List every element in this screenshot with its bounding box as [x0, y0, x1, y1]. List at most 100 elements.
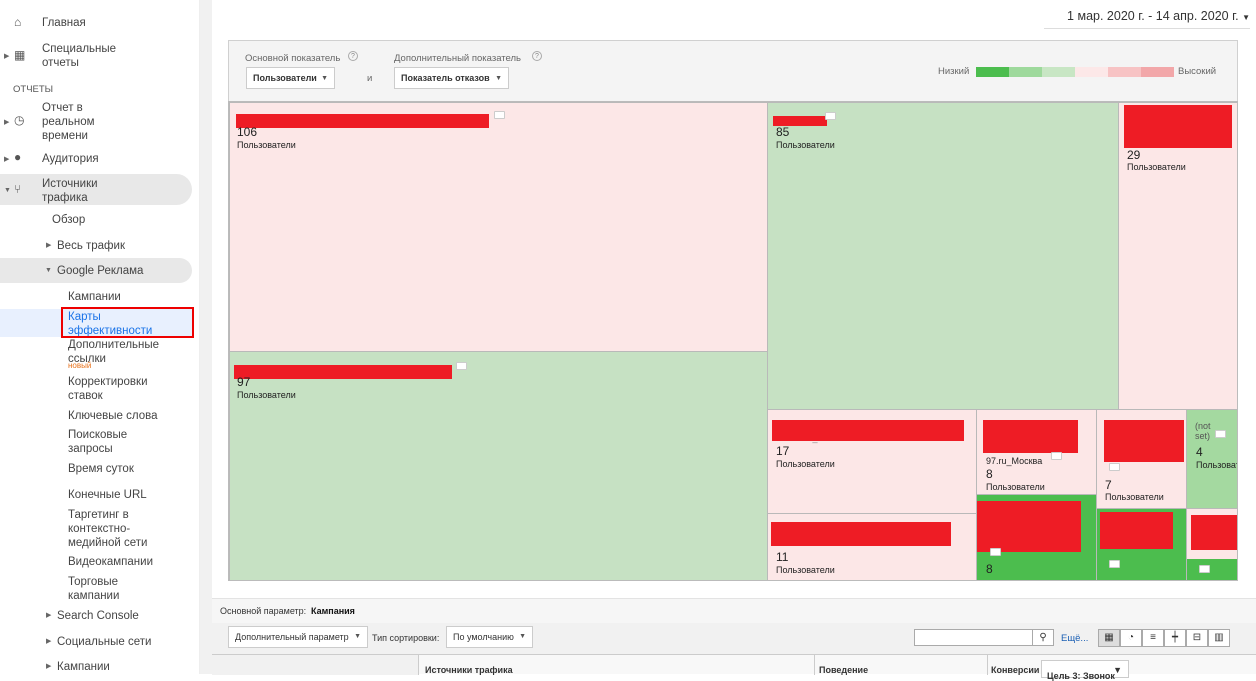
- redaction-block: [1104, 420, 1184, 462]
- sidebar-item-final-urls[interactable]: Конечные URL: [68, 489, 147, 501]
- annotation-icon[interactable]: [1109, 463, 1120, 471]
- expand-icon[interactable]: ▶: [46, 663, 52, 670]
- annotation-icon[interactable]: [1199, 565, 1210, 573]
- date-range-picker[interactable]: 1 мар. 2020 г. - 14 апр. 2020 г. ▼: [1067, 9, 1250, 23]
- sidebar-item-campaigns-root[interactable]: Кампании: [57, 661, 110, 673]
- sidebar-item-realtime[interactable]: Отчет в реальном времени: [42, 102, 95, 142]
- treemap-cell[interactable]: (not set) 4 Пользователи: [1186, 409, 1237, 509]
- sidebar-item-custom-reports[interactable]: Специальные отчеты: [42, 43, 117, 69]
- treemap-cell[interactable]: 97.ru_Москва 8 Пользователи: [976, 409, 1097, 495]
- sidebar-item-search-queries[interactable]: Поисковые запросы: [68, 429, 128, 455]
- sidebar-item-google-ads[interactable]: Google Реклама: [57, 265, 144, 277]
- treemap-cell[interactable]: 8: [976, 494, 1097, 580]
- help-icon[interactable]: ?: [532, 51, 542, 61]
- treemap-cell[interactable]: 11 Пользователи: [767, 513, 977, 580]
- col-behavior: Поведение: [819, 665, 869, 675]
- redaction-block: [1191, 515, 1237, 550]
- sidebar-item-all-traffic[interactable]: Весь трафик: [57, 240, 125, 252]
- sidebar-item-hour-of-day[interactable]: Время суток: [68, 463, 134, 475]
- sidebar-item-overview[interactable]: Обзор: [52, 214, 86, 226]
- sidebar-item-home[interactable]: Главная: [42, 17, 86, 29]
- sidebar-item-acquisition-bg: [0, 174, 192, 205]
- primary-metric-value: Пользователи: [253, 73, 317, 83]
- annotation-icon[interactable]: [1051, 452, 1062, 460]
- collapse-icon[interactable]: ▼: [45, 267, 52, 274]
- cell-metric: Пользователи: [986, 482, 1045, 492]
- annotation-icon[interactable]: [456, 362, 467, 370]
- sidebar-item-treemaps[interactable]: Карты эффективности: [68, 311, 153, 337]
- help-icon[interactable]: ?: [348, 51, 358, 61]
- expand-icon[interactable]: ▶: [4, 53, 10, 60]
- table-header: Источники трафика Поведение Конверсии Це…: [212, 654, 1256, 681]
- expand-icon[interactable]: ▶: [46, 638, 52, 645]
- annotation-icon[interactable]: [494, 111, 505, 119]
- new-badge: новый: [68, 361, 92, 370]
- sidebar-item-shopping[interactable]: Торговые кампании: [68, 576, 120, 602]
- treemap-cell[interactable]: ksantiero_Москва 17 Пользователи: [767, 409, 977, 514]
- expand-icon[interactable]: ▶: [4, 119, 10, 126]
- legend-swatch: [976, 67, 1009, 77]
- col-acquisition: Источники трафика: [425, 665, 513, 675]
- annotation-icon[interactable]: [990, 548, 1001, 556]
- cell-value: 29: [1127, 148, 1141, 162]
- annotation-icon[interactable]: [1109, 560, 1120, 568]
- sidebar-item-bid-adjustments[interactable]: Корректировки ставок: [68, 376, 148, 402]
- treemap-cell[interactable]: 97 Пользователи: [229, 351, 768, 580]
- chevron-down-icon: ▼: [1242, 13, 1250, 22]
- sidebar-item-audience[interactable]: Аудитория: [42, 153, 99, 165]
- header-spacer: [212, 655, 419, 675]
- comparison-view-icon[interactable]: ┿: [1164, 629, 1186, 647]
- annotation-icon[interactable]: [825, 112, 836, 120]
- pie-view-icon[interactable]: ◔: [1120, 629, 1142, 647]
- treemap-cell[interactable]: [1096, 508, 1187, 580]
- term-cloud-icon[interactable]: ⊟: [1186, 629, 1208, 647]
- date-range-text: 1 мар. 2020 г. - 14 апр. 2020 г.: [1067, 9, 1239, 23]
- sidebar-item-campaigns[interactable]: Кампании: [68, 291, 121, 303]
- pivot-view-icon[interactable]: ▥: [1208, 629, 1230, 647]
- advanced-search-link[interactable]: Ещё...: [1061, 633, 1089, 644]
- secondary-metric-value: Показатель отказов: [401, 73, 490, 83]
- sidebar-item-video[interactable]: Видеокампании: [68, 556, 154, 568]
- secondary-dimension-select[interactable]: Дополнительный параметр ▼: [228, 626, 368, 648]
- goal-select[interactable]: Цель 3: Звонок ▼: [1041, 660, 1129, 681]
- sidebar-item-acquisition[interactable]: Источники трафика: [42, 178, 98, 204]
- treemap-cell[interactable]: 106 Пользователи: [229, 102, 768, 352]
- primary-dimension-value[interactable]: Кампания: [311, 606, 355, 616]
- cell-metric: Пользователи: [776, 565, 835, 575]
- secondary-dimension-text: Дополнительный параметр: [235, 632, 349, 642]
- redaction-block: [234, 365, 452, 379]
- sort-type-label: Тип сортировки:: [372, 633, 440, 643]
- primary-metric-label: Основной показатель: [245, 53, 341, 64]
- table-toolbar: Дополнительный параметр ▼ Тип сортировки:…: [212, 623, 1256, 654]
- expand-icon[interactable]: ▶: [46, 242, 52, 249]
- search-icon[interactable]: ⚲: [1032, 629, 1054, 646]
- legend-low-label: Низкий: [938, 66, 970, 77]
- treemap: 106 Пользователи 97 Пользователи 85 Поль…: [228, 101, 1238, 581]
- annotation-icon[interactable]: [1215, 430, 1226, 438]
- and-label: и: [367, 73, 373, 84]
- table-view-icon[interactable]: ▦: [1098, 629, 1120, 647]
- sidebar-item-display-targeting[interactable]: Таргетинг в контекстно-медийной сети: [68, 509, 148, 549]
- sort-type-select[interactable]: По умолчанию ▼: [446, 626, 533, 648]
- primary-metric-select[interactable]: Пользователи ▼: [246, 67, 335, 89]
- cell-metric: Пользователи: [237, 390, 296, 400]
- sidebar-item-search-console[interactable]: Search Console: [57, 610, 139, 622]
- treemap-cell[interactable]: 29 Пользователи: [1118, 102, 1237, 410]
- sidebar-item-google-ads-bg: [0, 258, 192, 283]
- redaction-block: [773, 116, 827, 126]
- treemap-cell[interactable]: 7 Пользователи: [1096, 409, 1187, 509]
- collapse-icon[interactable]: ▼: [4, 187, 11, 194]
- expand-icon[interactable]: ▶: [46, 612, 52, 619]
- secondary-metric-select[interactable]: Показатель отказов ▼: [394, 67, 509, 89]
- performance-view-icon[interactable]: ≡: [1142, 629, 1164, 647]
- treemap-cell[interactable]: 85 Пользователи: [767, 102, 1119, 410]
- sidebar-item-sitelinks[interactable]: Дополнительные ссылки: [68, 339, 160, 365]
- sidebar: ⌂ Главная ▶ ▦ Специальные отчеты ОТЧЕТЫ …: [0, 0, 200, 674]
- sidebar-item-social[interactable]: Социальные сети: [57, 636, 152, 648]
- expand-icon[interactable]: ▶: [4, 156, 10, 163]
- treemap-cell[interactable]: [1186, 508, 1237, 580]
- cell-label: 97.ru_Москва: [986, 456, 1043, 466]
- cell-value: 11: [776, 550, 789, 564]
- sidebar-item-keywords[interactable]: Ключевые слова: [68, 410, 158, 422]
- redaction-block: [983, 420, 1078, 453]
